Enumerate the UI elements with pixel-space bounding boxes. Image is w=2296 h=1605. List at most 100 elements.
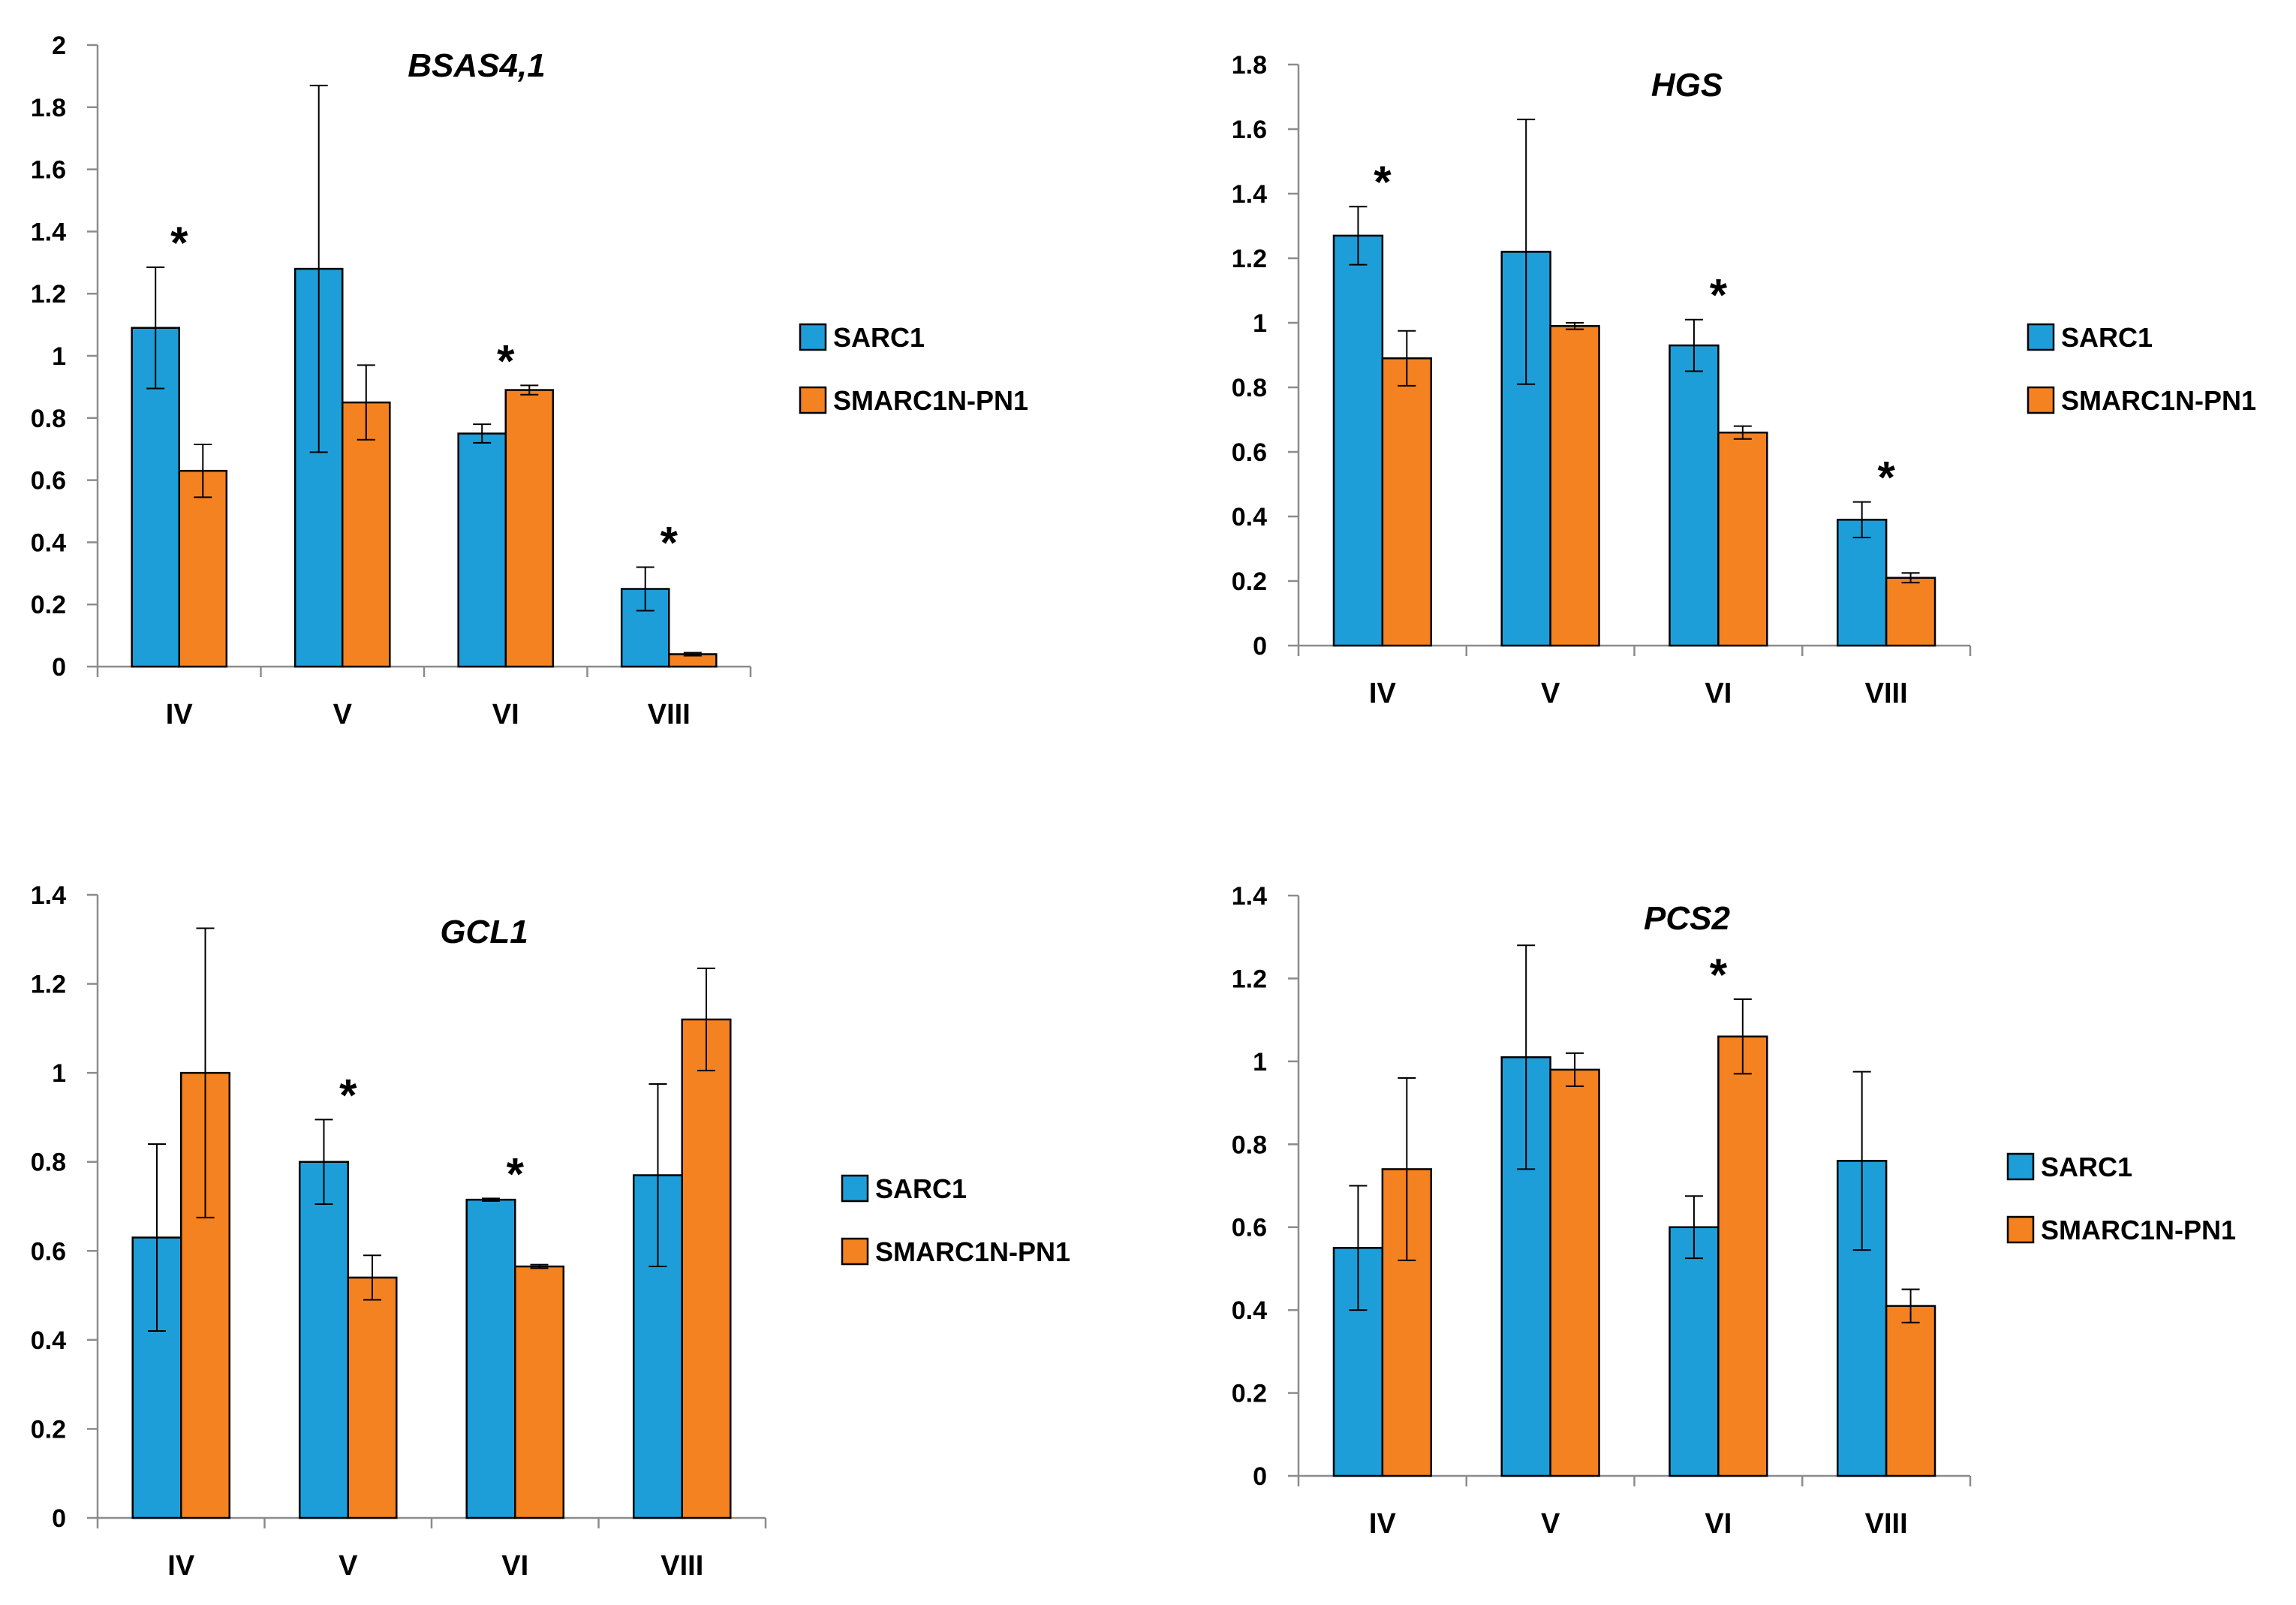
bar-smarc1n-pn1-v <box>1549 1068 1600 1477</box>
legend-swatch-sarc1 <box>841 1174 869 1203</box>
significance-star: * <box>507 1149 525 1199</box>
error-bar-smarc1n-pn1-v <box>357 364 375 441</box>
legend: SARC1 SMARC1N-PN1 <box>2006 1152 2236 1245</box>
error-bar-sarc1-vi <box>1684 318 1703 372</box>
bar-smarc1n-pn1-v <box>342 401 391 668</box>
bar-smarc1n-pn1-v <box>347 1276 398 1519</box>
bar-smarc1n-pn1-iv <box>178 469 228 668</box>
x-tick-label-viii: VIII <box>1865 678 1908 709</box>
y-tick-label: 1.6 <box>31 156 66 185</box>
x-tick-label-vi: VI <box>501 1550 528 1582</box>
chart-title: BSAS4,1 <box>408 47 545 84</box>
chart-gcl1: 0 0.2 0.4 0.6 0.8 1 1.2 1.4 IV V VI VIII * * GCL1 SARC1… <box>31 881 1070 1582</box>
error-bar-sarc1-v <box>309 84 328 453</box>
legend: SARC1 SMARC1N-PN1 <box>799 322 1028 416</box>
significance-star: * <box>1877 453 1895 503</box>
significance-star: * <box>339 1070 357 1120</box>
y-tick-label: 0.2 <box>1232 568 1267 596</box>
error-bar-smarc1n-pn1-iv <box>1398 330 1416 387</box>
bar-smarc1n-pn1-vi <box>1717 1035 1768 1477</box>
bar-smarc1n-pn1-viii <box>1885 577 1936 647</box>
bar-sarc1-iv <box>1332 234 1384 647</box>
y-tick-label: 0.8 <box>31 1149 66 1177</box>
chart-pcs2: 00.20.40.60.811.21.4IV V VI VIII*PCS2SARC1S… <box>1232 882 2236 1540</box>
y-tick-label: 0.4 <box>1232 503 1267 531</box>
error-bar-sarc1-v <box>1517 119 1536 385</box>
y-tick-label: 0.8 <box>31 405 66 433</box>
y-tick-label: 0.2 <box>31 1415 66 1444</box>
chart-title: GCL1 <box>440 914 528 950</box>
x-tick-label-viii: VIII <box>648 699 691 730</box>
error-bar-sarc1-v <box>1517 944 1536 1170</box>
bar-smarc1n-pn1-vi <box>1717 431 1768 647</box>
y-tick-label: 0.6 <box>31 1237 66 1266</box>
x-tick-label-iv: IV <box>166 699 194 730</box>
x-tick-label-v: V <box>1541 678 1560 709</box>
legend-swatch-smarc1n-pn1 <box>2027 386 2055 414</box>
significance-star: * <box>661 518 679 568</box>
significance-star: * <box>170 218 188 268</box>
error-bar-sarc1-viii <box>1852 1071 1871 1251</box>
legend-label-sarc1: SARC1 <box>2041 1152 2132 1182</box>
error-bar-smarc1n-pn1-vi <box>520 384 539 396</box>
y-tick-label: 1.2 <box>31 280 66 309</box>
error-bar-sarc1-vi <box>473 423 492 444</box>
y-tick-label: 1.8 <box>31 94 66 122</box>
y-tick-label: 1.2 <box>31 971 66 999</box>
bar-smarc1n-pn1-vi <box>504 389 555 668</box>
error-bar-sarc1-iv <box>146 266 165 390</box>
y-tick-label: 0.2 <box>31 591 66 619</box>
x-tick-label-iv: IV <box>167 1550 195 1582</box>
significance-star: * <box>1710 950 1728 1000</box>
bar-sarc1-vi <box>1669 344 1720 647</box>
error-bar-smarc1n-pn1-iv <box>196 927 215 1218</box>
error-bar-sarc1-iv <box>1349 206 1368 266</box>
legend-swatch-smarc1n-pn1 <box>841 1237 869 1266</box>
y-tick-label: 1.4 <box>1232 180 1267 209</box>
y-tick-label: 0.6 <box>1232 1214 1267 1242</box>
chart-hgs: 0 0.2 0.4 0.6 0.8 1 1.2 1.4 1.6 1.8 IV V VI VIII * * * HG… <box>1232 51 2256 709</box>
error-bar-smarc1n-pn1-vi <box>1733 425 1752 440</box>
chart-title: HGS <box>1651 67 1723 104</box>
error-bar-smarc1n-pn1-v <box>363 1254 382 1301</box>
chart-bsas41: 0 0.2 0.4 0.6 0.8 1 1.2 1.4 1.6 1.8 2 IV V VI VIII * * * B… <box>31 32 1028 730</box>
x-tick-label-vi: VI <box>1705 678 1732 709</box>
error-bar-smarc1n-pn1-v <box>1566 322 1584 330</box>
legend-label-smarc1n-pn1: SMARC1N-PN1 <box>2061 385 2256 416</box>
legend-label-sarc1: SARC1 <box>2061 322 2153 353</box>
y-tick-label: 1.4 <box>1232 882 1267 911</box>
bar-smarc1n-pn1-viii <box>681 1018 732 1519</box>
bar-sarc1-vi <box>465 1198 516 1519</box>
legend-label-sarc1: SARC1 <box>833 322 925 353</box>
bar-sarc1-viii <box>1836 519 1888 647</box>
legend-label-smarc1n-pn1: SMARC1N-PN1 <box>833 385 1028 416</box>
bar-smarc1n-pn1-iv <box>1381 357 1433 647</box>
y-tick-label: 2 <box>52 32 66 60</box>
bar-sarc1-v <box>298 1161 350 1519</box>
y-tick-label: 1.8 <box>1232 51 1267 80</box>
error-bar-smarc1n-pn1-vi <box>530 1263 549 1269</box>
error-bar-smarc1n-pn1-viii <box>683 652 702 657</box>
legend-label-smarc1n-pn1: SMARC1N-PN1 <box>2041 1215 2236 1245</box>
y-tick-label: 1.4 <box>31 218 66 246</box>
legend-swatch-smarc1n-pn1 <box>2006 1215 2035 1244</box>
y-tick-label: 1.6 <box>1232 116 1267 144</box>
x-tick-label-viii: VIII <box>661 1550 703 1582</box>
legend-swatch-smarc1n-pn1 <box>799 386 827 414</box>
error-bar-sarc1-viii <box>648 1083 667 1268</box>
error-bar-sarc1-iv <box>147 1143 166 1332</box>
error-bar-smarc1n-pn1-iv <box>194 443 212 498</box>
bar-smarc1n-pn1-vi <box>514 1265 565 1519</box>
error-bar-smarc1n-pn1-vi <box>1733 998 1752 1075</box>
error-bar-smarc1n-pn1-viii <box>697 967 716 1072</box>
x-tick-label-vi: VI <box>492 699 519 730</box>
y-tick-label: 0.6 <box>1232 438 1267 467</box>
y-tick-label: 1.2 <box>1232 965 1267 993</box>
y-tick-label: 0.4 <box>31 528 66 557</box>
x-tick-label-viii: VIII <box>1865 1508 1908 1540</box>
y-tick-label: 0 <box>52 1504 66 1533</box>
error-bar-sarc1-vi <box>1684 1195 1703 1260</box>
error-bar-smarc1n-pn1-iv <box>1398 1077 1416 1261</box>
x-tick-label-v: V <box>339 1550 358 1582</box>
